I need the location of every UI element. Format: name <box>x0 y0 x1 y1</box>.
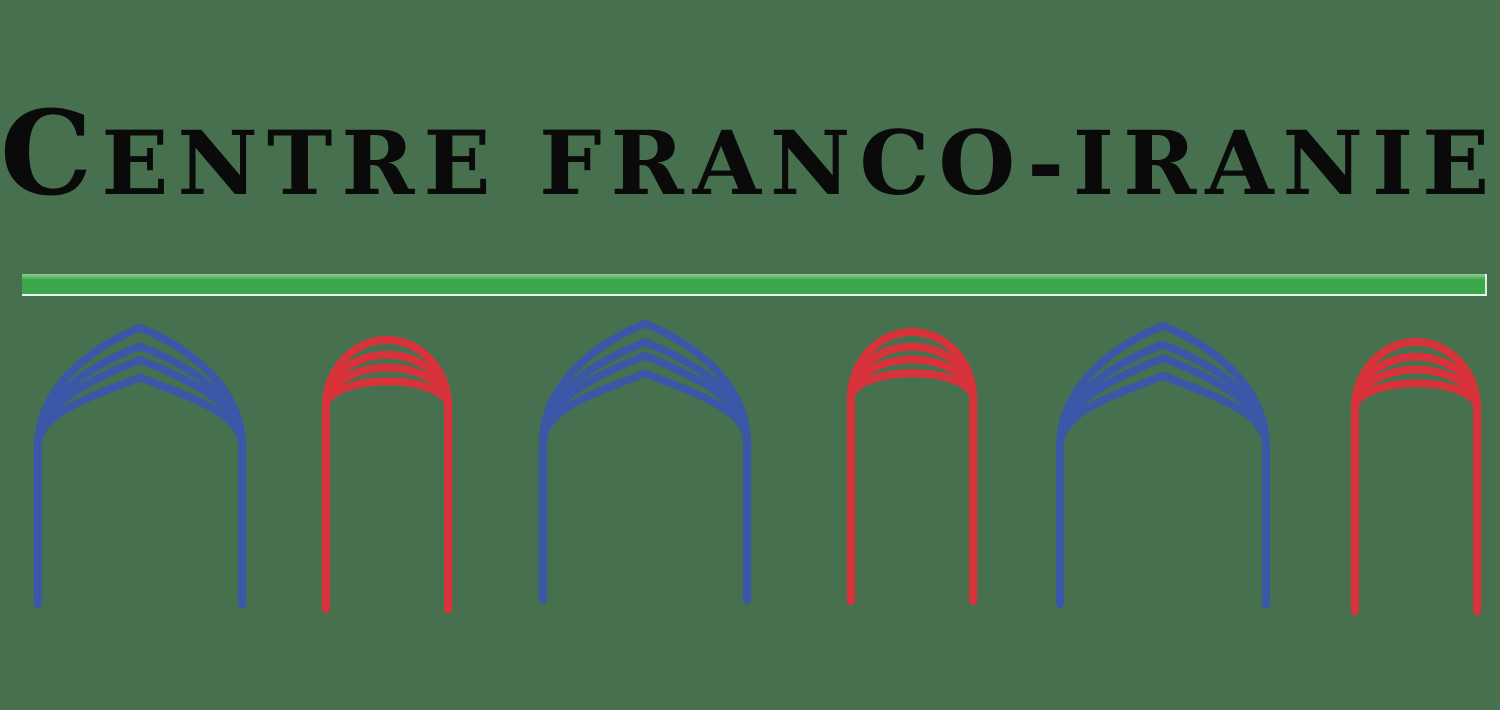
green-divider-bar <box>22 274 1487 296</box>
title-rest: ENTRE FRANCO-IRANIEN <box>101 111 1500 215</box>
persian-pointed-arch-icon <box>28 318 252 610</box>
round-arch-icon <box>843 324 981 610</box>
persian-pointed-arch-icon <box>1048 316 1278 610</box>
round-arch-icon <box>1347 334 1485 620</box>
title-initial: C <box>0 86 102 222</box>
round-arch-icon <box>318 332 456 618</box>
logo-title: CENTRE FRANCO-IRANIEN <box>0 86 1500 223</box>
persian-pointed-arch-icon <box>533 314 757 606</box>
